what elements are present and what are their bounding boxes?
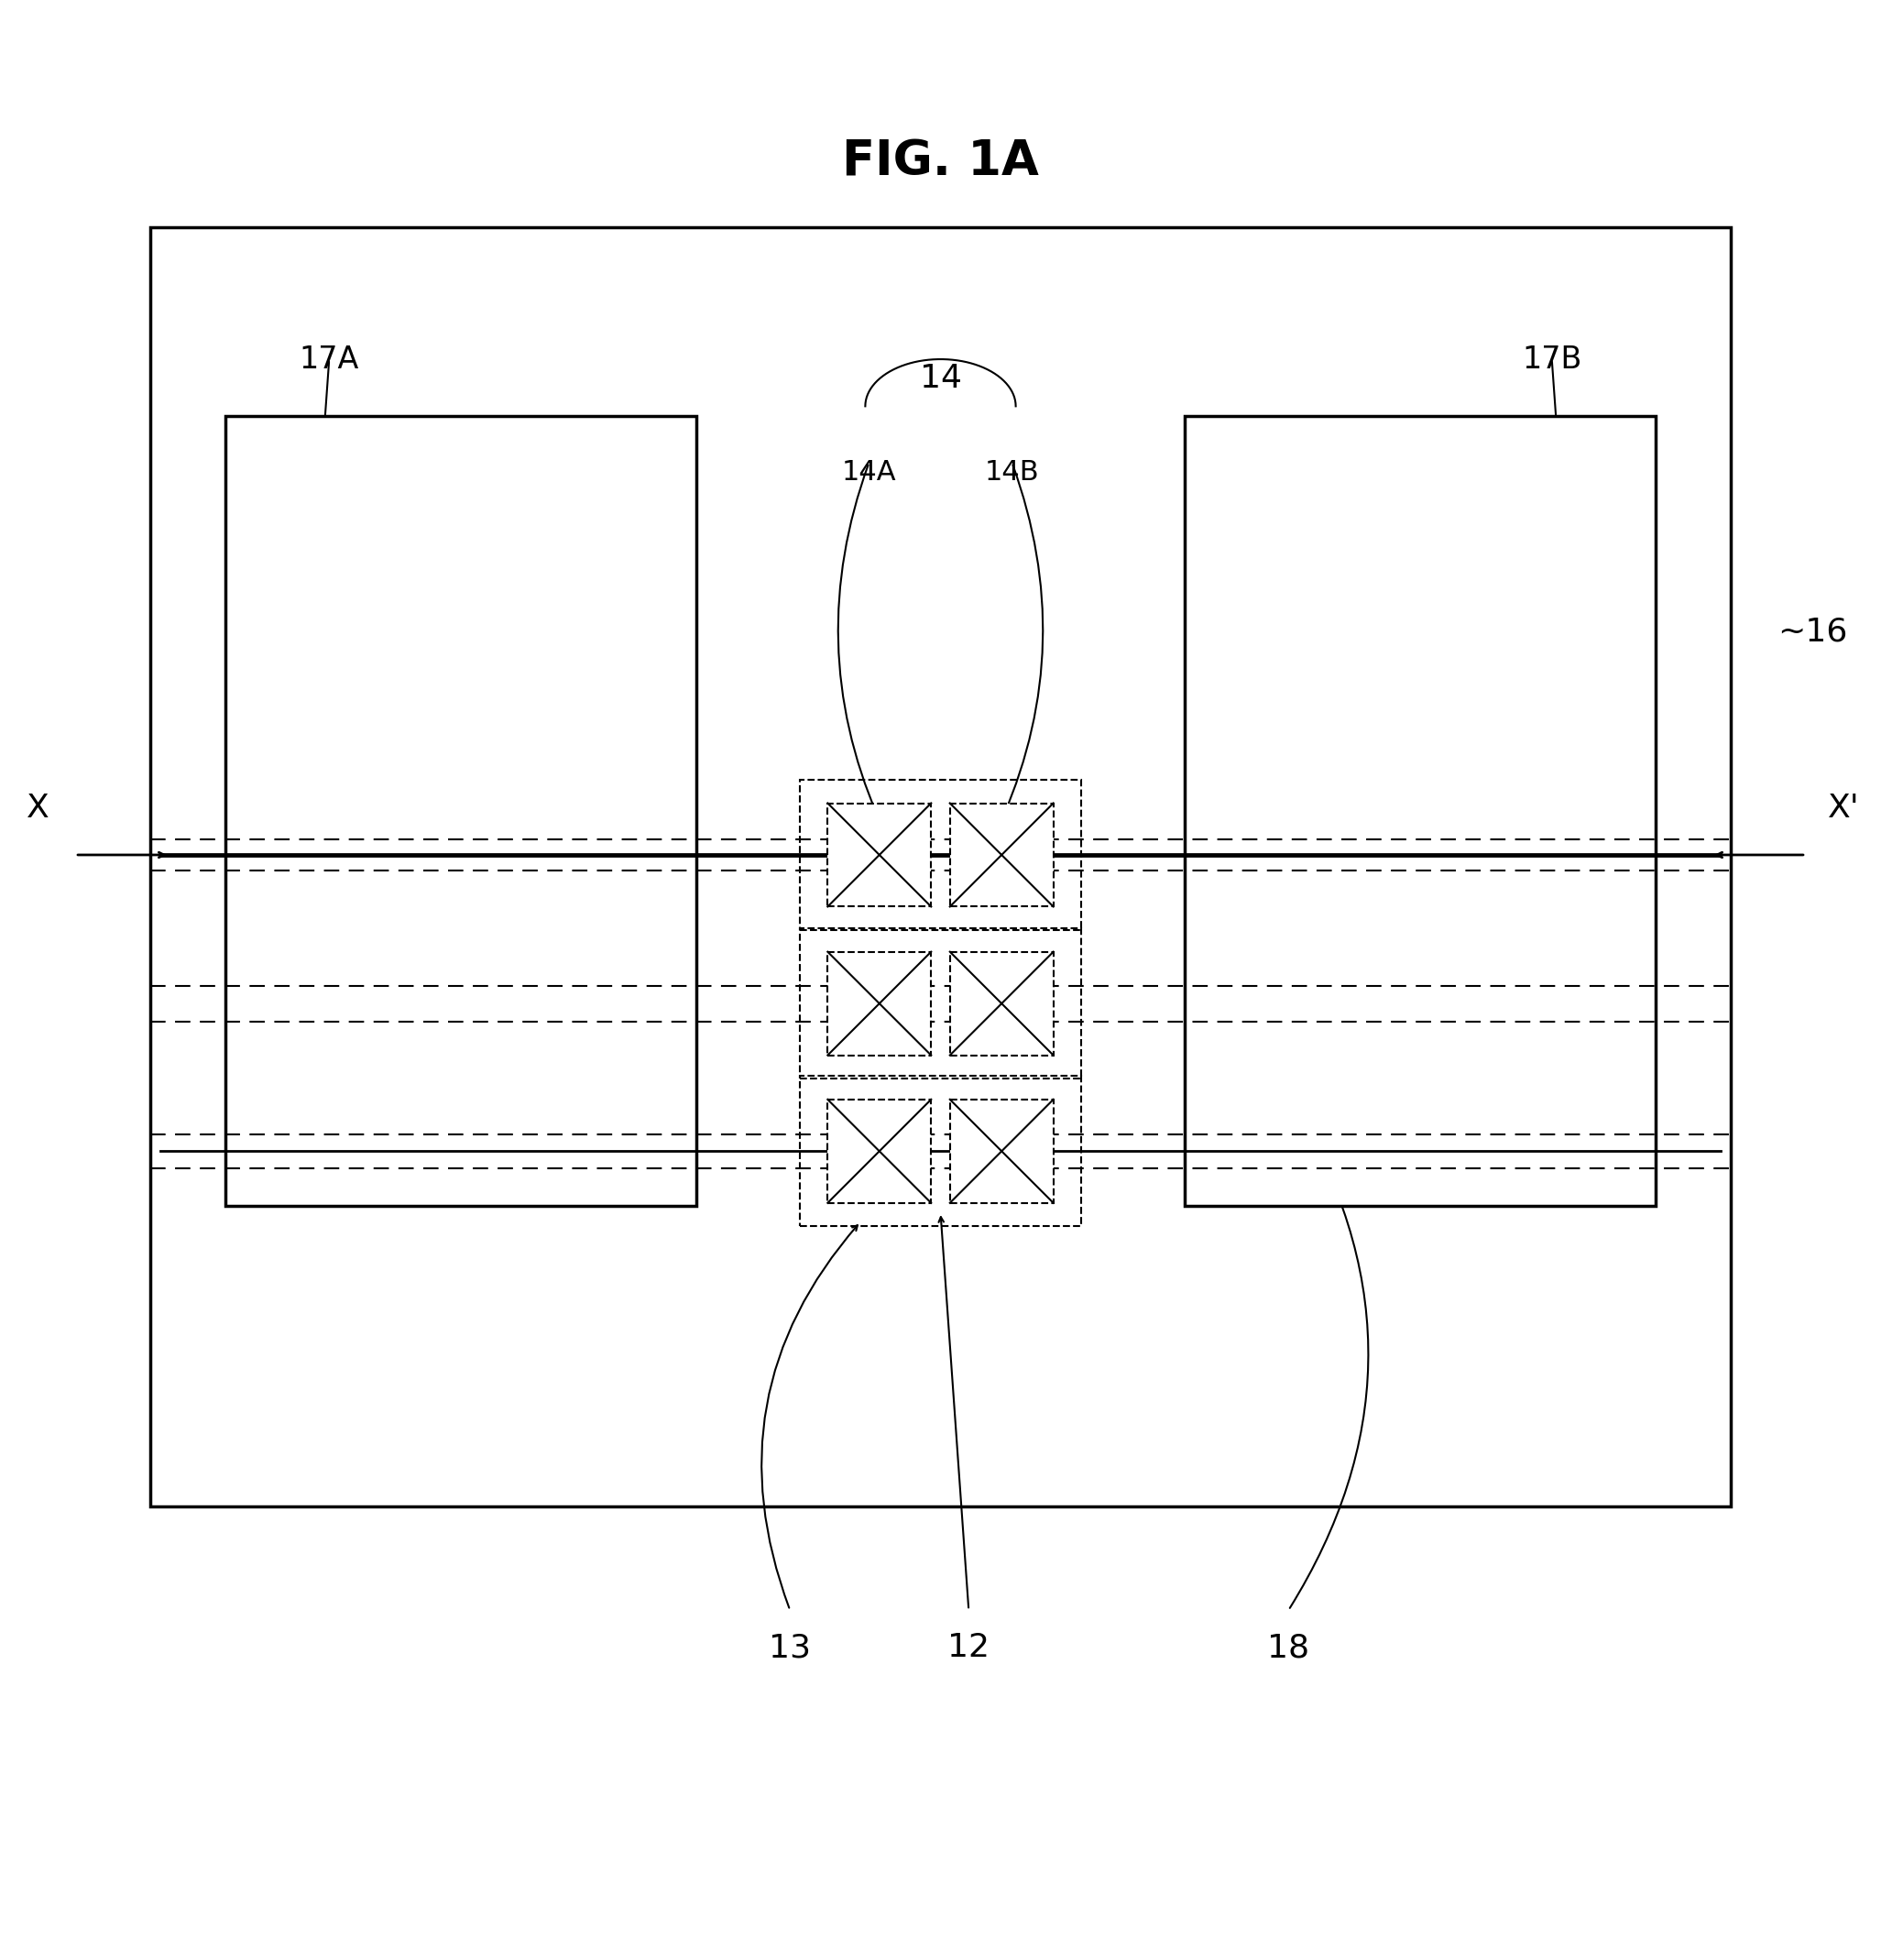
Text: 18: 18 [1268,1633,1309,1664]
Text: (PRIOR ART): (PRIOR ART) [790,255,1091,296]
Text: 17B: 17B [1522,345,1582,374]
Bar [799,929,1082,1078]
Bar [1185,416,1655,1205]
Text: 14: 14 [920,363,961,394]
Bar [828,1100,931,1203]
Text: X': X' [1828,792,1858,823]
Text: X: X [26,792,49,823]
Bar [150,227,1731,1507]
Bar [226,416,696,1205]
Text: 14B: 14B [984,459,1040,486]
Bar [828,953,931,1054]
Bar [950,1100,1053,1203]
Bar [950,953,1053,1054]
Text: 12: 12 [948,1633,989,1664]
Text: ~16: ~16 [1778,615,1847,647]
Text: 14A: 14A [841,459,897,486]
Bar [828,804,931,907]
Text: 13: 13 [769,1633,811,1664]
Text: FIG. 1A: FIG. 1A [843,137,1038,186]
Bar [950,804,1053,907]
Bar [799,1076,1082,1227]
Bar [799,780,1082,931]
Text: 17A: 17A [299,345,359,374]
